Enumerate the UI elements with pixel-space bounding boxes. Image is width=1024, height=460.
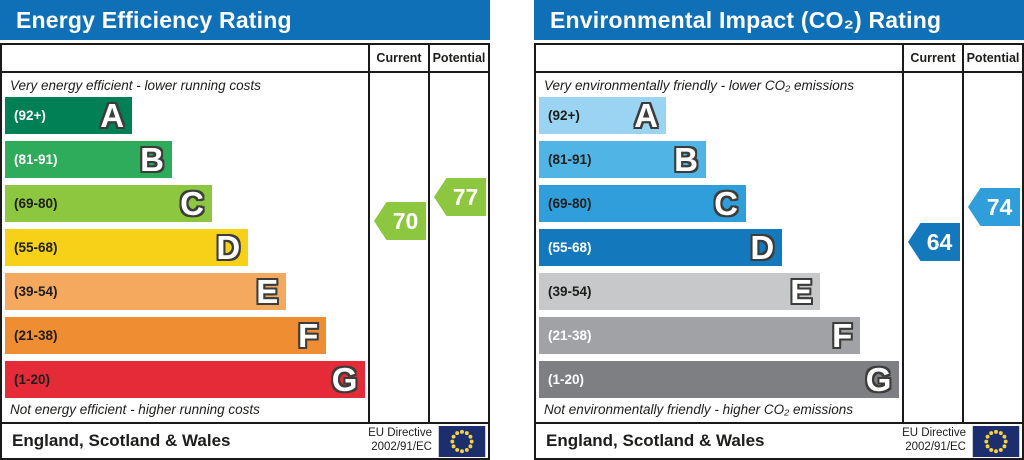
panel-title: Environmental Impact (CO₂) Rating <box>534 0 1024 40</box>
eu-directive-line2: 2002/91/EC <box>905 441 966 453</box>
band-b: (81-91) B <box>5 141 172 178</box>
current-column: 64 <box>902 73 962 422</box>
band-letter: A <box>634 97 659 134</box>
top-caption: Very environmentally friendly - lower CO… <box>544 78 854 93</box>
potential-column-header: Potential <box>962 45 1022 71</box>
band-f: (21-38) F <box>539 317 861 354</box>
table-body: Very environmentally friendly - lower CO… <box>536 73 1022 422</box>
band-letter: D <box>750 229 775 266</box>
band-b: (81-91) B <box>539 141 706 178</box>
header-spacer-cell <box>536 45 902 71</box>
band-c: (69-80) C <box>5 185 212 222</box>
current-column: 70 <box>368 73 428 422</box>
band-range-label: (81-91) <box>14 152 58 167</box>
band-g: (1-20) G <box>5 361 366 398</box>
rating-scale: Very environmentally friendly - lower CO… <box>536 73 902 422</box>
potential-column: 74 <box>962 73 1022 422</box>
band-range-label: (55-68) <box>548 240 592 255</box>
current-rating-arrow: 70 <box>374 202 426 240</box>
band-f: (21-38) F <box>5 317 327 354</box>
band-letter: G <box>331 361 358 398</box>
eu-directive-label: EU Directive 2002/91/EC <box>368 427 432 454</box>
potential-rating-arrow: 74 <box>968 188 1020 226</box>
band-letter: D <box>216 229 241 266</box>
eu-directive-line1: EU Directive <box>368 427 432 440</box>
eu-directive-line1: EU Directive <box>902 427 966 440</box>
band-letter: B <box>140 141 164 178</box>
energy-efficiency-panel: Energy Efficiency Rating Current Potenti… <box>0 0 490 460</box>
band-range-label: (1-20) <box>548 372 585 387</box>
band-letter: B <box>674 141 698 178</box>
band-letter: A <box>100 97 125 134</box>
table-footer: England, Scotland & Wales EU Directive 2… <box>2 422 488 458</box>
rating-table: Current Potential Very energy efficient … <box>0 43 490 460</box>
current-rating-arrow: 64 <box>908 223 960 261</box>
band-letter: E <box>790 273 813 310</box>
table-footer: England, Scotland & Wales EU Directive 2… <box>536 422 1022 458</box>
band-c: (69-80) C <box>539 185 746 222</box>
band-range-label: (81-91) <box>548 152 592 167</box>
potential-column-header: Potential <box>428 45 488 71</box>
band-range-label: (69-80) <box>14 196 58 211</box>
table-header-row: Current Potential <box>2 45 488 73</box>
band-letter: F <box>832 317 853 354</box>
band-a: (92+) A <box>539 97 667 134</box>
band-range-label: (21-38) <box>14 328 58 343</box>
current-column-header: Current <box>902 45 962 71</box>
band-letter: C <box>180 185 204 222</box>
band-range-label: (39-54) <box>548 284 592 299</box>
band-e: (39-54) E <box>539 273 821 310</box>
band-range-label: (39-54) <box>14 284 58 299</box>
current-column-header: Current <box>368 45 428 71</box>
region-label: England, Scotland & Wales <box>12 431 231 450</box>
band-range-label: (55-68) <box>14 240 58 255</box>
band-range-label: (21-38) <box>548 328 592 343</box>
potential-column: 77 <box>428 73 488 422</box>
band-range-label: (92+) <box>14 108 46 123</box>
band-letter: E <box>256 273 279 310</box>
environmental-impact-panel: Environmental Impact (CO₂) Rating Curren… <box>534 0 1024 460</box>
band-range-label: (1-20) <box>14 372 51 387</box>
band-g: (1-20) G <box>539 361 900 398</box>
panel-title: Energy Efficiency Rating <box>0 0 490 40</box>
table-body: Very energy efficient - lower running co… <box>2 73 488 422</box>
band-range-label: (92+) <box>548 108 580 123</box>
potential-rating-arrow: 77 <box>434 178 486 216</box>
band-a: (92+) A <box>5 97 133 134</box>
rating-scale: Very energy efficient - lower running co… <box>2 73 368 422</box>
eu-flag-icon <box>972 425 1020 457</box>
bands: (92+) A (81-91) B (69-80) C (55-68) D (39-54) E (2… <box>2 97 368 398</box>
region-label: England, Scotland & Wales <box>546 431 765 450</box>
bottom-caption: Not energy efficient - higher running co… <box>10 402 260 417</box>
eu-directive-line2: 2002/91/EC <box>371 441 432 453</box>
eu-flag-icon <box>438 425 486 457</box>
band-d: (55-68) D <box>539 229 783 266</box>
rating-table: Current Potential Very environmentally f… <box>534 43 1024 460</box>
band-d: (55-68) D <box>5 229 249 266</box>
header-spacer-cell <box>2 45 368 71</box>
bottom-caption: Not environmentally friendly - higher CO… <box>544 402 854 417</box>
eu-directive-label: EU Directive 2002/91/EC <box>902 427 966 454</box>
top-caption: Very energy efficient - lower running co… <box>10 78 261 93</box>
band-letter: F <box>298 317 319 354</box>
band-e: (39-54) E <box>5 273 287 310</box>
band-range-label: (69-80) <box>548 196 592 211</box>
band-letter: G <box>865 361 892 398</box>
table-header-row: Current Potential <box>536 45 1022 73</box>
band-letter: C <box>714 185 738 222</box>
bands: (92+) A (81-91) B (69-80) C (55-68) D (39-54) E (2… <box>536 97 902 398</box>
